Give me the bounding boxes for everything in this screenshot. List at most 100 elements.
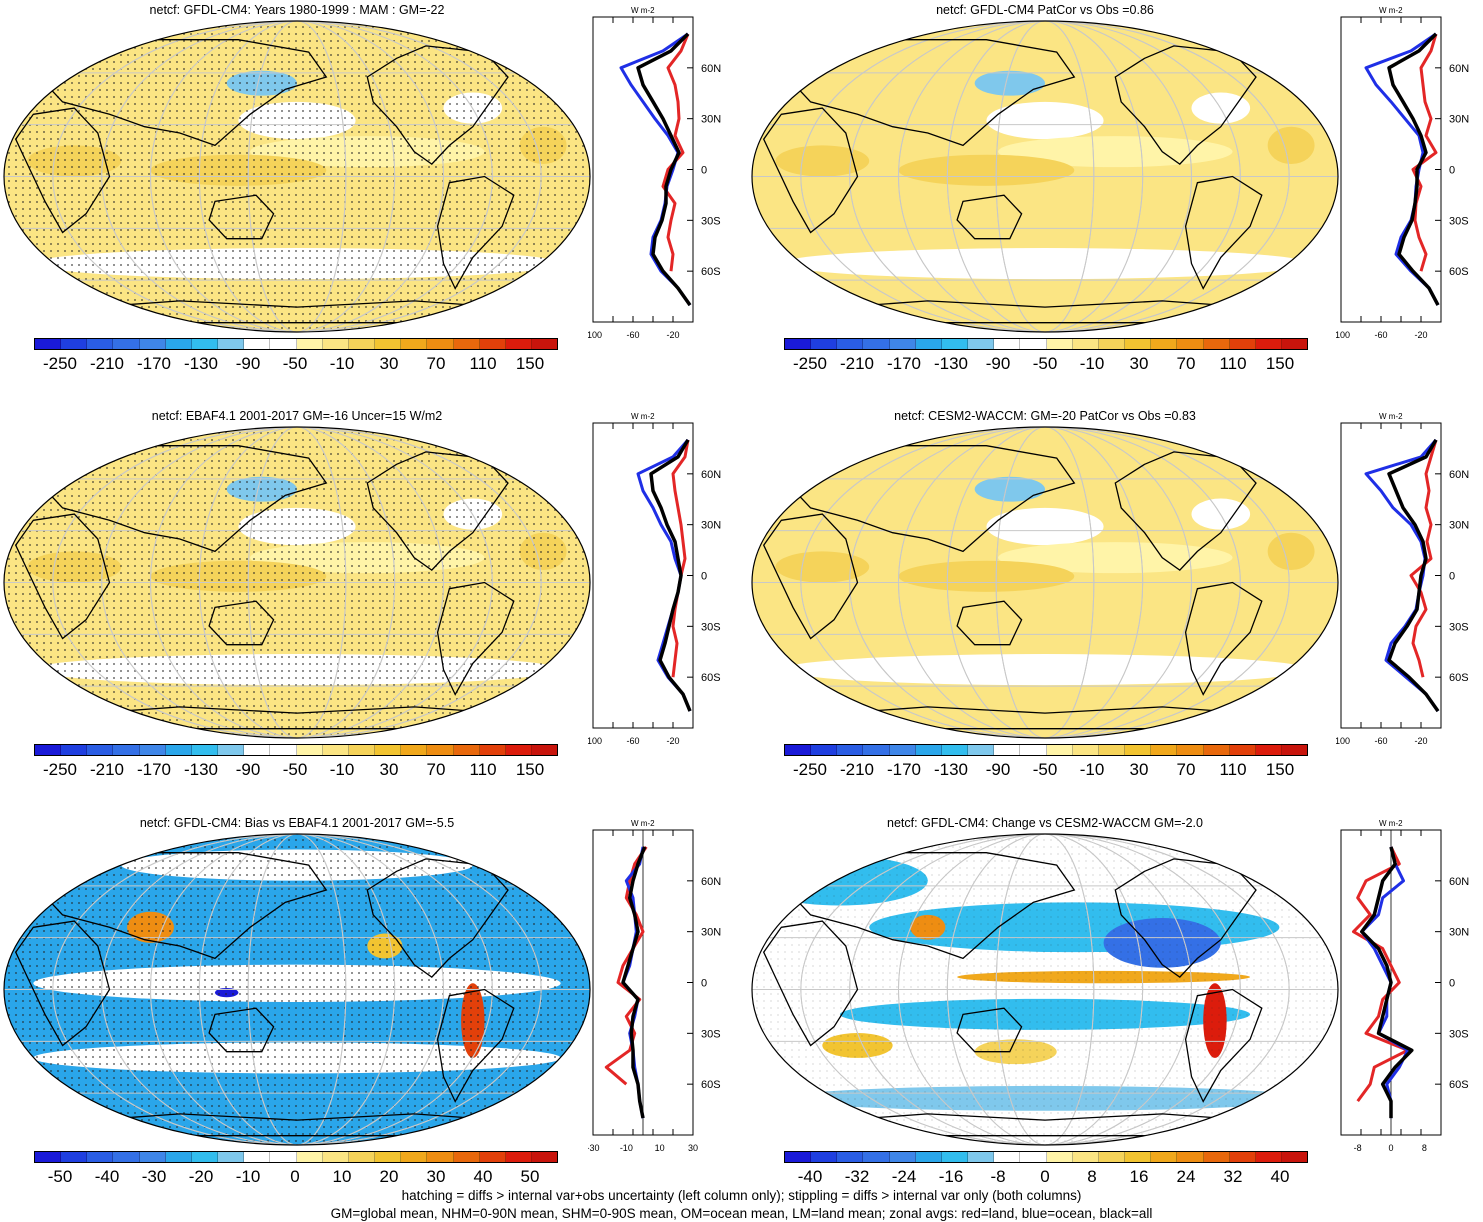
map [751, 20, 1339, 333]
colorbar-swatch [322, 745, 349, 755]
field-region [525, 843, 561, 862]
colorbar-swatch [322, 1152, 349, 1162]
lat-tick-label: 0 [701, 571, 707, 583]
colorbar-swatch [322, 339, 349, 349]
colorbar-swatch [427, 745, 454, 755]
graticule [752, 21, 1338, 332]
map [751, 426, 1339, 739]
colorbar-label: 30 [1129, 354, 1149, 373]
colorbar-swatch [35, 1152, 62, 1162]
colorbar-label: -130 [933, 354, 969, 373]
colorbar-swatch [453, 339, 480, 349]
field-region [1267, 126, 1315, 165]
colorbar-swatch [139, 339, 166, 349]
colorbar-swatch [348, 1152, 376, 1162]
x-tick-label: -60 [626, 330, 639, 340]
colorbar [34, 744, 558, 756]
colorbar-label: -130 [183, 354, 219, 373]
colorbar-swatch [1020, 339, 1047, 349]
colorbar-swatch [35, 339, 62, 349]
colorbar-label: -50 [282, 760, 308, 779]
field-region [986, 101, 1104, 140]
colorbar-swatch [113, 339, 140, 349]
colorbar-swatch [401, 745, 428, 755]
colorbar-label: 150 [1265, 354, 1295, 373]
x-tick-label: 10 [655, 1143, 665, 1153]
colorbar-swatch [915, 339, 942, 349]
x-tick-label: 8 [1422, 1143, 1427, 1153]
colorbar-swatch [87, 339, 114, 349]
colorbar-swatch [139, 1152, 166, 1162]
colorbar-swatch [968, 1152, 995, 1162]
lat-tick-label: 0 [1449, 571, 1455, 583]
colorbar-label: -32 [844, 1167, 870, 1186]
colorbar-swatch [889, 1152, 916, 1162]
colorbar-swatch [296, 745, 323, 755]
colorbar-swatch [191, 1152, 219, 1162]
colorbar-swatch [785, 1152, 812, 1162]
colorbar-label: -10 [235, 1167, 261, 1186]
colorbar-label: -40 [94, 1167, 120, 1186]
colorbar-label: 70 [426, 760, 446, 779]
colorbar-swatch [348, 339, 376, 349]
colorbar-swatch [218, 1152, 245, 1162]
lat-tick-label: 60N [701, 469, 721, 481]
colorbar-swatch [1281, 339, 1308, 349]
colorbar-swatch [1151, 339, 1178, 349]
colorbar-label: 150 [1265, 760, 1295, 779]
colorbar-swatch [453, 1152, 480, 1162]
zonal-line-land [1411, 33, 1438, 272]
colorbar-swatch [165, 339, 192, 349]
colorbar-swatch [837, 745, 864, 755]
colorbar-swatch [427, 1152, 454, 1162]
colorbar-label: 30 [379, 354, 399, 373]
units-label: W m-2 [631, 6, 655, 15]
colorbar-label: 8 [1087, 1167, 1097, 1186]
units-label: W m-2 [1379, 819, 1403, 828]
lat-tick-label: 30S [1449, 215, 1469, 227]
colorbar-swatch [87, 1152, 114, 1162]
colorbar [784, 744, 1308, 756]
colorbar-label: -10 [329, 760, 355, 779]
colorbar-label: -210 [839, 354, 875, 373]
colorbar-swatch [401, 339, 428, 349]
lat-tick-label: 30N [701, 114, 721, 126]
lat-tick-label: 30N [701, 927, 721, 939]
zonal-line-land [1409, 439, 1438, 678]
panel-title: netcf: GFDL-CM4 PatCor vs Obs =0.86 [936, 3, 1154, 17]
colorbar-label: -10 [1079, 354, 1105, 373]
colorbar-label: -10 [329, 354, 355, 373]
field-region [775, 145, 870, 177]
colorbar-swatch [1125, 339, 1152, 349]
colorbar-swatch [61, 745, 88, 755]
lat-tick-label: 60S [701, 1079, 721, 1091]
colorbar-swatch [811, 339, 838, 349]
colorbar-swatch [531, 1152, 558, 1162]
colorbar-swatch [1255, 745, 1282, 755]
zonal-line-all [1387, 32, 1440, 306]
colorbar-label: -10 [1079, 760, 1105, 779]
footer-line-1: hatching = diffs > internal var+obs unce… [401, 1188, 1082, 1203]
colorbar-swatch [863, 745, 890, 755]
colorbar-swatch [1281, 745, 1308, 755]
x-tick-label: -100 [588, 330, 602, 340]
zonal-mean-plot: W m-2 -30 -10 10 30 60N 30N 0 30S 60S [588, 819, 721, 1153]
colorbar-swatch [191, 339, 219, 349]
colorbar-label: -250 [42, 760, 78, 779]
colorbar-label: -24 [891, 1167, 917, 1186]
field-region [781, 654, 1309, 686]
colorbar-swatch [785, 339, 812, 349]
graticule [752, 427, 1338, 738]
lat-tick-label: 0 [701, 165, 707, 177]
colorbar-label: -90 [985, 760, 1011, 779]
colorbar-label: 110 [469, 354, 497, 373]
colorbar-label: -210 [89, 354, 125, 373]
colorbar-swatch [1098, 339, 1126, 349]
colorbar-label: 20 [379, 1167, 399, 1186]
panel-title: netcf: CESM2-WACCM: GM=-20 PatCor vs Obs… [894, 409, 1196, 423]
colorbar-label: -170 [136, 760, 172, 779]
graticule [4, 834, 590, 1145]
colorbar-swatch [61, 1152, 88, 1162]
colorbar-label: -170 [886, 760, 922, 779]
colorbar-swatch [479, 1152, 506, 1162]
